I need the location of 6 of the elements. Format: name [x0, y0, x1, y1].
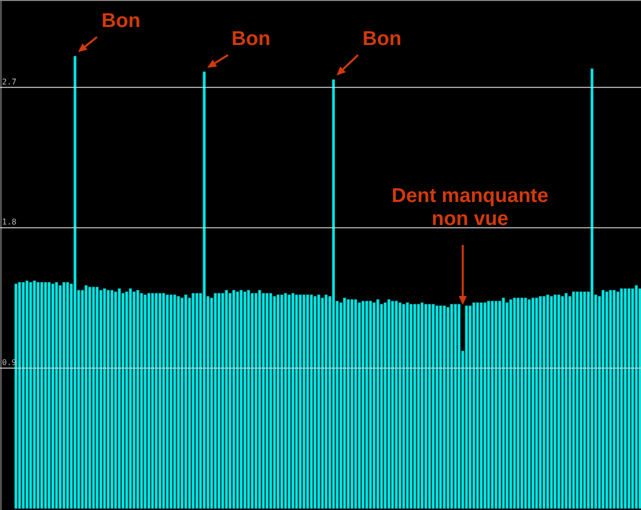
annotation: Bon — [232, 28, 270, 50]
y-tick-label: 1.8 — [2, 218, 17, 227]
annotation: Bon — [362, 28, 402, 50]
annotation: Dent manquante non vue — [392, 185, 548, 230]
annotation: Bon — [102, 10, 140, 32]
y-tick-label: 2.7 — [2, 77, 17, 86]
